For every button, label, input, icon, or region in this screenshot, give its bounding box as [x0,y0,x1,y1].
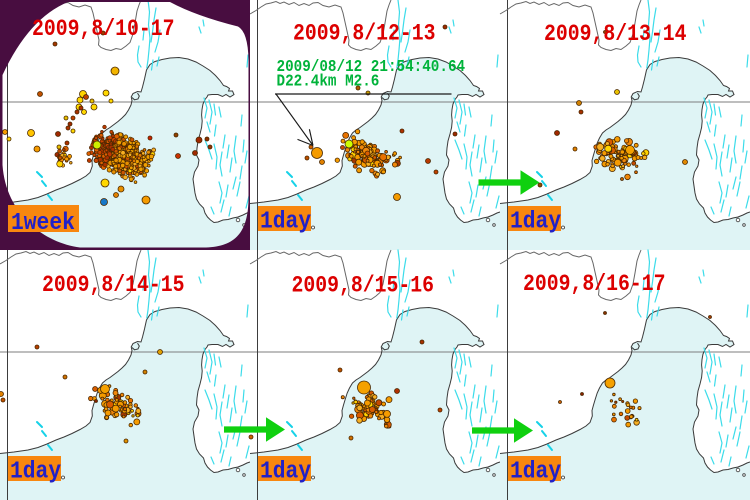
svg-text:2009,8/15-16: 2009,8/15-16 [292,273,435,299]
svg-text:2009,8/12-13: 2009,8/12-13 [293,21,436,47]
svg-text:2009,8/10-17: 2009,8/10-17 [32,17,175,43]
svg-text:D22.4km M2.6: D22.4km M2.6 [277,72,380,91]
svg-text:2009,8/14-15: 2009,8/14-15 [42,273,185,299]
svg-text:1day: 1day [510,457,561,485]
svg-text:1week: 1week [11,209,75,237]
svg-text:1day: 1day [260,207,311,235]
svg-text:2009/08/12 21:54:40.64: 2009/08/12 21:54:40.64 [277,57,466,76]
svg-text:2009,8/13-14: 2009,8/13-14 [544,22,687,48]
svg-text:1day: 1day [510,207,561,235]
svg-text:1day: 1day [10,457,61,485]
svg-text:1day: 1day [260,457,311,485]
svg-text:2009,8/16-17: 2009,8/16-17 [523,272,666,298]
